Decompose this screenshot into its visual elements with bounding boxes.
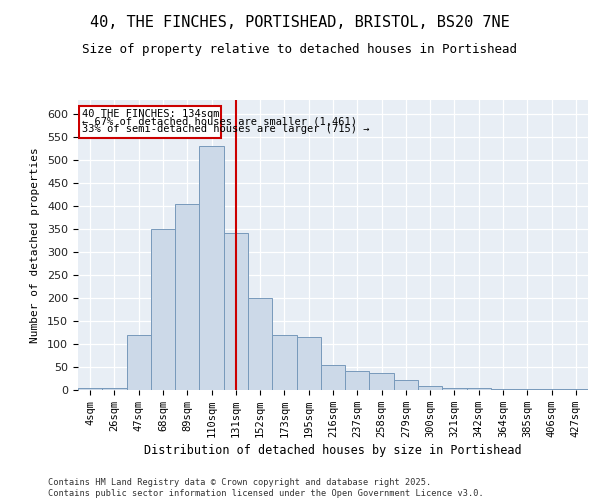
Text: Size of property relative to detached houses in Portishead: Size of property relative to detached ho… — [83, 42, 517, 56]
Bar — [418, 386, 442, 390]
Bar — [345, 370, 370, 390]
Bar — [248, 298, 272, 390]
Bar — [102, 388, 127, 390]
Bar — [78, 388, 102, 390]
Bar — [272, 335, 296, 390]
Bar — [224, 234, 248, 390]
Bar — [515, 388, 539, 390]
Bar — [564, 388, 588, 390]
Text: 40 THE FINCHES: 134sqm: 40 THE FINCHES: 134sqm — [82, 109, 220, 119]
Text: ← 67% of detached houses are smaller (1,461): ← 67% of detached houses are smaller (1,… — [82, 116, 357, 126]
Bar — [394, 380, 418, 390]
FancyBboxPatch shape — [79, 106, 221, 138]
Bar — [296, 337, 321, 390]
Bar — [467, 388, 491, 390]
Text: 33% of semi-detached houses are larger (715) →: 33% of semi-detached houses are larger (… — [82, 124, 370, 134]
Bar — [151, 229, 175, 390]
Bar — [127, 335, 151, 390]
Bar — [321, 364, 345, 390]
Bar — [199, 146, 224, 390]
Bar — [539, 388, 564, 390]
Bar — [442, 388, 467, 390]
X-axis label: Distribution of detached houses by size in Portishead: Distribution of detached houses by size … — [144, 444, 522, 457]
Text: Contains HM Land Registry data © Crown copyright and database right 2025.
Contai: Contains HM Land Registry data © Crown c… — [48, 478, 484, 498]
Bar — [370, 372, 394, 390]
Bar — [175, 204, 199, 390]
Text: 40, THE FINCHES, PORTISHEAD, BRISTOL, BS20 7NE: 40, THE FINCHES, PORTISHEAD, BRISTOL, BS… — [90, 15, 510, 30]
Y-axis label: Number of detached properties: Number of detached properties — [30, 147, 40, 343]
Bar — [491, 388, 515, 390]
